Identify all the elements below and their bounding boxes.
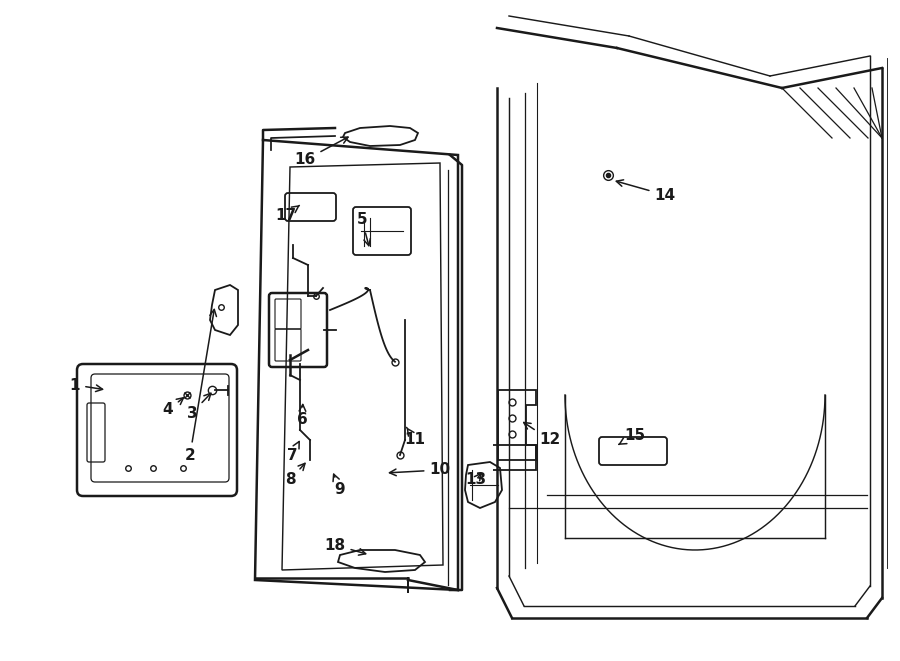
Text: 8: 8 [284,463,305,488]
Text: 13: 13 [465,473,487,488]
Text: 15: 15 [619,428,645,444]
Text: 9: 9 [333,474,346,498]
Text: 5: 5 [356,212,370,246]
Text: 12: 12 [524,422,561,447]
Text: 3: 3 [186,393,211,420]
Text: 18: 18 [324,537,365,555]
Text: 11: 11 [404,428,426,447]
Text: 10: 10 [390,463,451,477]
Text: 7: 7 [287,442,299,463]
Text: 1: 1 [70,377,103,393]
Text: 6: 6 [297,405,308,428]
Text: 2: 2 [184,309,217,463]
Text: 16: 16 [294,137,348,167]
Text: 17: 17 [275,206,300,223]
Text: 4: 4 [163,398,184,418]
Text: 14: 14 [616,180,676,202]
